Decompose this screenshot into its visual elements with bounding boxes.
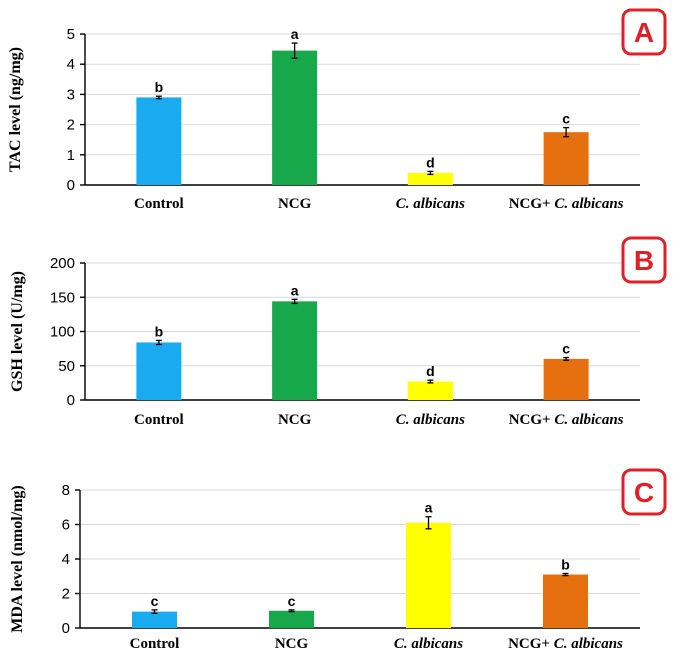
y-tick-label: 0 [62,620,70,637]
bar-ncg-c-albicans [543,132,589,185]
y-tick-label: 4 [62,551,70,568]
panel-b: 0 50 100 150 200 GSH level (U/mg) b Control a NCG… [9,236,667,428]
significance-letter: b [561,556,570,572]
significance-letter: d [426,363,435,379]
significance-letter: c [151,593,159,609]
panel-c: 0 2 4 6 8 MDA level (nmol/mg) c Control c NCG a C. … [9,468,667,652]
significance-letter: c [288,593,296,609]
bar-control [136,342,182,400]
significance-letter: a [425,500,433,516]
significance-letter: a [291,26,299,42]
x-tick-label: Control [134,412,184,428]
y-tick-label: 2 [62,586,70,603]
bar-c-albicans [407,381,453,400]
y-tick-label: 2 [67,117,75,134]
bar-ncg-c-albicans [543,358,589,400]
significance-letter: c [562,341,570,357]
y-tick-label: 3 [67,86,75,103]
y-tick-label: 0 [67,177,75,194]
x-tick-label: NCG+ C. albicans [509,196,624,212]
significance-letter: a [291,282,299,298]
bar-ncg-c-albicans [543,574,588,628]
y-tick-label: 6 [62,517,70,534]
y-tick-label: 8 [62,482,70,499]
significance-letter: c [562,111,570,127]
y-tick-label: 200 [50,255,75,272]
y-tick-label: 50 [58,358,75,375]
x-tick-label: NCG+ C. albicans [508,636,623,652]
x-tick-label: C. albicans [396,196,465,212]
significance-letter: b [155,79,164,95]
x-tick-label: C. albicans [396,412,465,428]
x-tick-label: NCG+ C. albicans [509,412,624,428]
y-tick-label: 5 [67,26,75,43]
y-tick-label: 1 [67,147,75,164]
y-tick-label: 0 [67,392,75,409]
x-tick-label: NCG [278,412,312,428]
panel-a: 0 1 2 3 4 5 TAC level (ng/mg) b Control a NCG d C. a… [7,8,667,212]
x-tick-label: C. albicans [394,636,463,652]
bar-c-albicans [407,172,453,185]
panel-label-box [621,468,667,516]
y-axis-label: MDA level (nmol/mg) [9,485,26,633]
x-tick-label: NCG [275,636,309,652]
panel-label-box [621,236,667,284]
y-axis-label: TAC level (ng/mg) [7,47,24,172]
y-tick-label: 4 [67,56,75,73]
significance-letter: b [155,323,164,339]
significance-letter: d [426,154,435,170]
x-tick-label: Control [134,196,184,212]
bar-ncg [269,610,314,628]
panel-label: C [634,477,654,508]
y-tick-label: 150 [50,289,75,306]
y-axis-label: GSH level (U/mg) [9,271,26,392]
panel-label-box [621,8,667,56]
panel-label: A [634,17,654,48]
bar-ncg [272,50,318,185]
y-tick-label: 100 [50,324,75,341]
x-tick-label: Control [130,636,180,652]
x-tick-label: NCG [278,196,312,212]
bar-c-albicans [406,522,451,628]
panel-label: B [634,245,654,276]
bar-ncg [272,301,318,400]
bar-control [132,611,177,628]
bar-control [136,97,182,185]
